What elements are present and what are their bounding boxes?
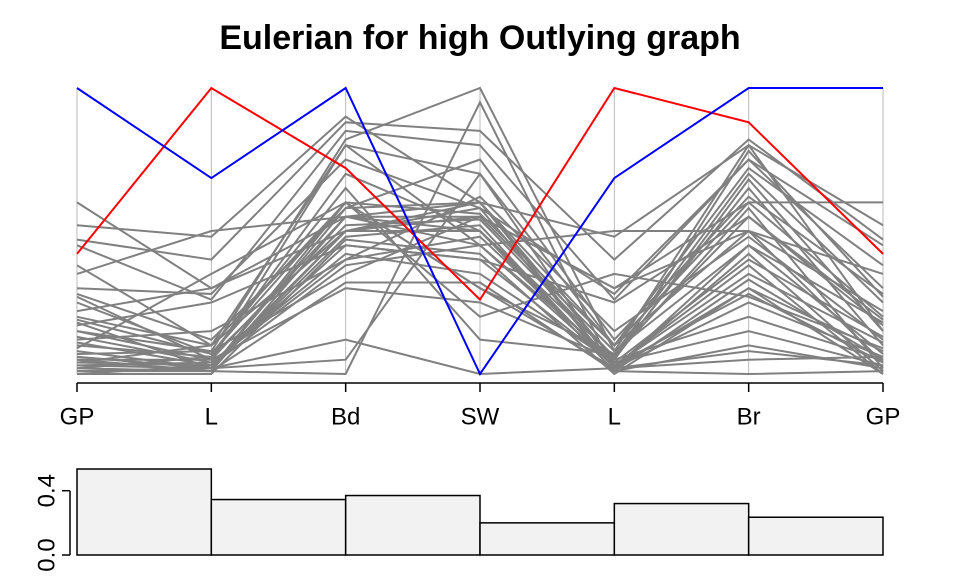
series-line (77, 238, 884, 376)
x-tick-label: Bd (331, 403, 360, 430)
x-tick-label: GP (60, 403, 95, 430)
series-line (76, 215, 884, 275)
bar (344, 494, 481, 556)
bar (613, 502, 750, 556)
series-line (76, 121, 884, 261)
bar (747, 516, 884, 556)
series-line (76, 195, 884, 341)
series-line (77, 100, 884, 376)
series-line (76, 235, 884, 367)
bar (479, 522, 616, 556)
chart-title: Eulerian for high Outlying graph (219, 19, 740, 57)
y-tick-label: 0.0 (33, 538, 60, 571)
bar (76, 468, 213, 556)
x-tick-label: L (205, 403, 218, 430)
series-line (76, 186, 884, 356)
series-line (76, 158, 884, 342)
series-line (76, 86, 884, 302)
x-tick-label: L (608, 403, 621, 430)
series-line (76, 86, 883, 377)
series-line (76, 230, 884, 375)
series-line (77, 287, 884, 361)
series-line (76, 86, 884, 354)
x-tick-label: SW (461, 403, 500, 430)
x-tick-label: GP (866, 403, 901, 430)
series-line (76, 201, 884, 350)
series-line (76, 206, 884, 370)
x-tick-label: Br (737, 403, 761, 430)
bar (210, 498, 347, 556)
series-line (76, 129, 884, 302)
y-tick-label: 0.4 (33, 474, 60, 507)
